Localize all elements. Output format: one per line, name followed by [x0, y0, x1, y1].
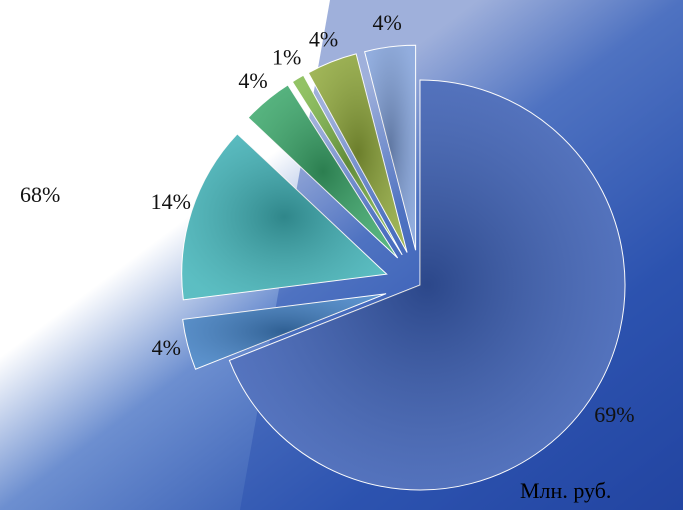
annotation: 68% — [20, 182, 60, 207]
data-label: 4% — [309, 26, 338, 51]
data-label: 69% — [594, 402, 634, 427]
slice-shading — [364, 45, 416, 251]
data-label: 4% — [372, 10, 401, 35]
data-label: 14% — [151, 189, 191, 214]
slice-shading — [308, 53, 408, 253]
unit-note: Млн. руб. — [520, 478, 611, 503]
slice-shading — [292, 75, 403, 255]
data-label: 1% — [272, 45, 301, 70]
slice-shading — [181, 133, 387, 300]
slice-shading — [248, 84, 398, 259]
slice-shading — [229, 80, 626, 490]
data-label: 4% — [152, 335, 181, 360]
data-label: 4% — [238, 68, 267, 93]
slice-shading — [182, 293, 387, 370]
